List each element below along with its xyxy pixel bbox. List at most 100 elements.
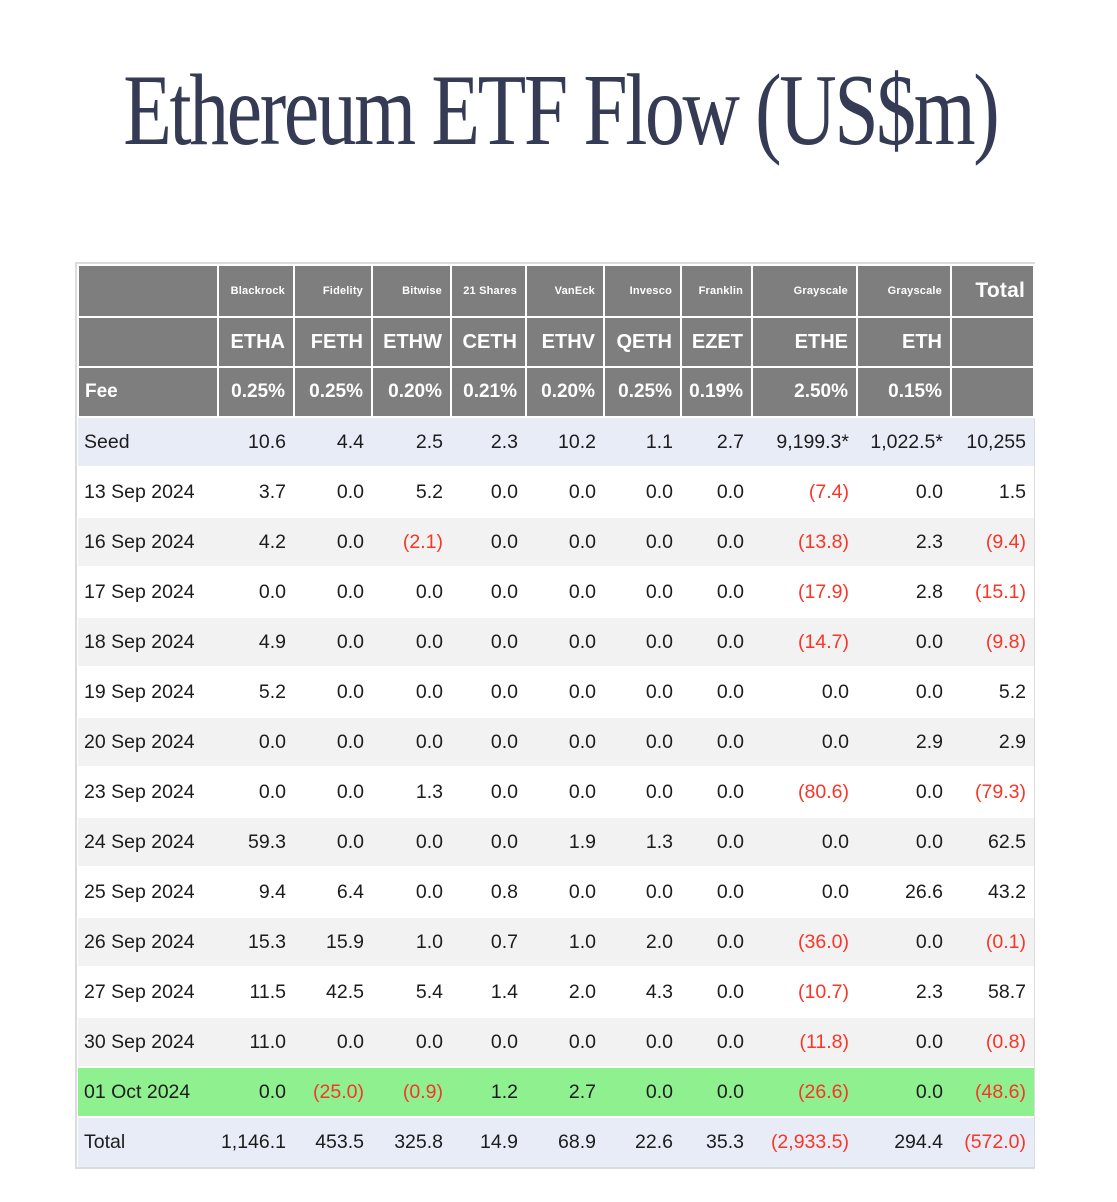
value-cell: 0.0 xyxy=(451,816,526,867)
row-label: 13 Sep 2024 xyxy=(78,466,218,517)
value-cell: 294.4 xyxy=(857,1116,951,1167)
value-cell: 2.0 xyxy=(604,916,681,967)
value-cell: 0.0 xyxy=(372,1016,451,1067)
value-cell: 26.6 xyxy=(857,866,951,917)
ticker-header: ETH xyxy=(856,316,952,368)
value-cell: 0.0 xyxy=(294,1016,372,1067)
empty-header-cell xyxy=(950,366,1035,418)
value-cell: 9.4 xyxy=(218,866,294,917)
value-cell: 4.4 xyxy=(294,416,372,467)
value-cell: (14.7) xyxy=(752,616,857,667)
value-cell: 1.9 xyxy=(526,816,604,867)
value-cell: 2.9 xyxy=(951,716,1034,767)
value-cell: 0.0 xyxy=(294,566,372,617)
value-cell: 0.0 xyxy=(857,666,951,717)
value-cell: 2.8 xyxy=(857,566,951,617)
value-cell: (25.0) xyxy=(294,1066,372,1117)
issuer-header: Blackrock xyxy=(217,264,295,318)
value-cell: 2.7 xyxy=(681,416,752,467)
row-label: 16 Sep 2024 xyxy=(78,516,218,567)
value-cell: 0.0 xyxy=(526,666,604,717)
table-body: Seed 10.6 4.4 2.5 2.3 10.2 1.1 2.7 9,199.3* 1,022… xyxy=(78,416,1034,1167)
row-label: 19 Sep 2024 xyxy=(78,666,218,717)
etf-flow-table-wrap: Blackrock Fidelity Bitwise 21 Shares VanEck I… xyxy=(75,262,1035,1169)
value-cell: 11.5 xyxy=(218,966,294,1017)
value-cell: (572.0) xyxy=(951,1116,1034,1167)
value-cell: 0.0 xyxy=(372,816,451,867)
value-cell: 15.9 xyxy=(294,916,372,967)
value-cell: (0.9) xyxy=(372,1066,451,1117)
value-cell: 453.5 xyxy=(294,1116,372,1167)
value-cell: 0.0 xyxy=(681,866,752,917)
value-cell: (17.9) xyxy=(752,566,857,617)
fee-value: 0.15% xyxy=(856,366,952,418)
fee-value: 0.25% xyxy=(603,366,682,418)
value-cell: 0.0 xyxy=(604,516,681,567)
row-label: 17 Sep 2024 xyxy=(78,566,218,617)
value-cell: 58.7 xyxy=(951,966,1034,1017)
value-cell: 0.8 xyxy=(451,866,526,917)
value-cell: 0.0 xyxy=(681,816,752,867)
value-cell: 43.2 xyxy=(951,866,1034,917)
value-cell: 2.3 xyxy=(451,416,526,467)
table-row: Total 1,146.1 453.5 325.8 14.9 68.9 22.6 35.3 (2… xyxy=(78,1116,1034,1167)
value-cell: 0.0 xyxy=(372,866,451,917)
value-cell: 0.0 xyxy=(604,1066,681,1117)
value-cell: 4.3 xyxy=(604,966,681,1017)
value-cell: 0.0 xyxy=(604,1016,681,1067)
value-cell: 0.0 xyxy=(752,716,857,767)
value-cell: 10.6 xyxy=(218,416,294,467)
value-cell: 1.0 xyxy=(526,916,604,967)
value-cell: 15.3 xyxy=(218,916,294,967)
value-cell: 5.2 xyxy=(372,466,451,517)
table-row: 13 Sep 2024 3.7 0.0 5.2 0.0 0.0 0.0 0.0 (7.4) 0.0… xyxy=(78,466,1034,517)
ticker-header: ETHW xyxy=(371,316,452,368)
value-cell: 0.0 xyxy=(681,766,752,817)
value-cell: 0.0 xyxy=(604,866,681,917)
ticker-header: ETHE xyxy=(751,316,858,368)
row-label: 01 Oct 2024 xyxy=(78,1066,218,1117)
table-row: 24 Sep 2024 59.3 0.0 0.0 0.0 1.9 1.3 0.0 0.0 0.0 6… xyxy=(78,816,1034,867)
etf-flow-table: Blackrock Fidelity Bitwise 21 Shares VanEck I… xyxy=(77,264,1035,1167)
value-cell: 0.0 xyxy=(604,716,681,767)
value-cell: 1.3 xyxy=(372,766,451,817)
issuer-header: 21 Shares xyxy=(450,264,527,318)
value-cell: 0.0 xyxy=(681,916,752,967)
value-cell: 0.0 xyxy=(526,566,604,617)
value-cell: 0.0 xyxy=(294,516,372,567)
table-row: 23 Sep 2024 0.0 0.0 1.3 0.0 0.0 0.0 0.0 (80.6) 0.… xyxy=(78,766,1034,817)
value-cell: 1,022.5* xyxy=(857,416,951,467)
value-cell: (2.1) xyxy=(372,516,451,567)
table-header: Blackrock Fidelity Bitwise 21 Shares VanEck I… xyxy=(77,264,1035,418)
value-cell: 4.2 xyxy=(218,516,294,567)
value-cell: 0.0 xyxy=(526,716,604,767)
row-label: 18 Sep 2024 xyxy=(78,616,218,667)
fee-value: 0.20% xyxy=(371,366,452,418)
value-cell: 0.0 xyxy=(218,566,294,617)
issuer-header: Grayscale xyxy=(856,264,952,318)
value-cell: 0.0 xyxy=(857,816,951,867)
value-cell: 3.7 xyxy=(218,466,294,517)
value-cell: (9.4) xyxy=(951,516,1034,567)
value-cell: 42.5 xyxy=(294,966,372,1017)
table-row: 30 Sep 2024 11.0 0.0 0.0 0.0 0.0 0.0 0.0 (11.8) 0… xyxy=(78,1016,1034,1067)
value-cell: 0.0 xyxy=(681,466,752,517)
value-cell: 1.1 xyxy=(604,416,681,467)
value-cell: 325.8 xyxy=(372,1116,451,1167)
value-cell: 62.5 xyxy=(951,816,1034,867)
row-label: Total xyxy=(78,1116,218,1167)
value-cell: (26.6) xyxy=(752,1066,857,1117)
issuer-header: Bitwise xyxy=(371,264,452,318)
page-title: Ethereum ETF Flow (US$m) xyxy=(123,54,1000,167)
issuer-header: Invesco xyxy=(603,264,682,318)
issuer-header: Franklin xyxy=(680,264,753,318)
issuer-header: VanEck xyxy=(525,264,605,318)
table-row: 18 Sep 2024 4.9 0.0 0.0 0.0 0.0 0.0 0.0 (14.7) 0.… xyxy=(78,616,1034,667)
title-wrap: Ethereum ETF Flow (US$m) xyxy=(0,52,1117,169)
value-cell: 0.0 xyxy=(451,466,526,517)
value-cell: 0.0 xyxy=(218,716,294,767)
value-cell: 0.0 xyxy=(681,716,752,767)
value-cell: 0.0 xyxy=(451,566,526,617)
value-cell: 0.0 xyxy=(218,1066,294,1117)
value-cell: 0.0 xyxy=(681,666,752,717)
